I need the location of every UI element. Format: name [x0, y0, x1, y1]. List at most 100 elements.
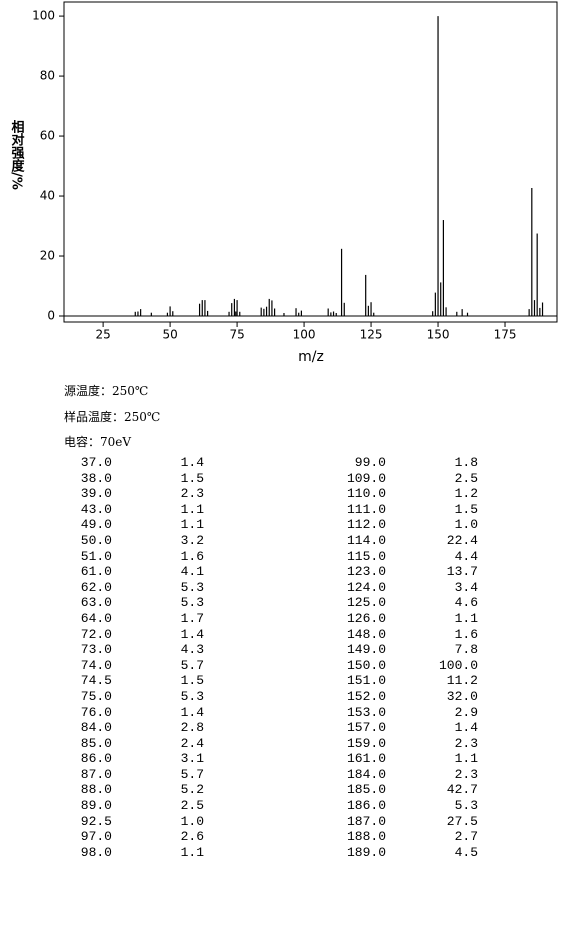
table-cell: 2.7: [454, 829, 478, 845]
table-cell: 184.0: [346, 766, 386, 782]
x-tick-label: 25: [95, 328, 110, 342]
y-axis-label: 相对强度/%: [9, 120, 25, 190]
table-cell: 4.1: [180, 564, 204, 580]
table-cell: 1.4: [180, 455, 204, 470]
table-cell: 187.0: [346, 813, 386, 829]
table-cell: 123.0: [346, 564, 386, 580]
y-tick-label: 40: [40, 189, 55, 203]
table-cell: 62.0: [80, 579, 112, 595]
table-cell: 1.4: [180, 626, 204, 642]
table-cell: 5.2: [180, 782, 204, 798]
table-row: 86.0 3.1 161.0 1.1: [60, 751, 478, 767]
table-cell: 2.3: [180, 486, 204, 502]
table-cell: 4.5: [454, 844, 478, 860]
table-cell: 5.7: [180, 657, 204, 673]
table-row: 92.5 1.0 187.0 27.5: [60, 814, 478, 830]
table-cell: 63.0: [80, 595, 112, 611]
table-cell: 109.0: [346, 470, 386, 486]
table-row: 75.0 5.3 152.0 32.0: [60, 689, 478, 705]
table-row: 97.0 2.6 188.0 2.7: [60, 829, 478, 845]
table-row: 39.0 2.3 110.0 1.2: [60, 486, 478, 502]
condition: 电容：70eV: [64, 435, 132, 449]
table-cell: 39.0: [80, 486, 112, 502]
table-cell: 3.1: [180, 751, 204, 767]
table-cell: 124.0: [346, 579, 386, 595]
table-cell: 100.0: [438, 657, 478, 673]
table-cell: 1.5: [454, 501, 478, 517]
table-cell: 1.5: [180, 470, 204, 486]
table-cell: 126.0: [346, 610, 386, 626]
table-row: 73.0 4.3 149.0 7.8: [60, 642, 478, 658]
table-row: 49.0 1.1 112.0 1.0: [60, 517, 478, 533]
table-cell: 1.4: [454, 720, 478, 736]
table-cell: 85.0: [80, 735, 112, 751]
table-cell: 2.3: [454, 766, 478, 782]
table-row: 61.0 4.1 123.0 13.7: [60, 564, 478, 580]
condition: 样品温度：250℃: [64, 409, 161, 424]
table-cell: 1.1: [180, 844, 204, 860]
peak-table: 37.0 1.4 99.0 1.8 38.0 1.5 109.0 2.5 39.0 2.3 110.…: [60, 455, 478, 860]
table-cell: 5.3: [180, 579, 204, 595]
table-cell: 125.0: [346, 595, 386, 611]
table-cell: 50.0: [80, 532, 112, 548]
table-cell: 111.0: [346, 501, 386, 517]
table-cell: 1.1: [180, 517, 204, 533]
table-cell: 152.0: [346, 688, 386, 704]
x-tick-label: 175: [494, 328, 517, 342]
table-cell: 149.0: [346, 642, 386, 658]
x-tick-label: 125: [360, 328, 383, 342]
table-cell: 74.0: [80, 657, 112, 673]
table-cell: 49.0: [80, 517, 112, 533]
table-cell: 114.0: [346, 532, 386, 548]
table-cell: 2.5: [454, 470, 478, 486]
x-tick-label: 150: [427, 328, 450, 342]
x-tick-label: 50: [162, 328, 177, 342]
table-cell: 189.0: [346, 844, 386, 860]
table-cell: 89.0: [80, 798, 112, 814]
table-cell: 188.0: [346, 829, 386, 845]
table-cell: 153.0: [346, 704, 386, 720]
table-cell: 151.0: [346, 673, 386, 689]
table-cell: 1.5: [180, 673, 204, 689]
table-row: 37.0 1.4 99.0 1.8: [60, 455, 478, 471]
table-cell: 150.0: [346, 657, 386, 673]
table-row: 76.0 1.4 153.0 2.9: [60, 705, 478, 721]
table-cell: 1.0: [180, 813, 204, 829]
chart: 相对强度/% m/z 0 20 40 60 80 100 25 50 75 100 125 150 17…: [9, 1, 558, 365]
table-cell: 3.2: [180, 532, 204, 548]
table-row: 50.0 3.2 114.0 22.4: [60, 533, 478, 549]
table-row: 62.0 5.3 124.0 3.4: [60, 580, 478, 596]
table-cell: 73.0: [80, 642, 112, 658]
table-row: 43.0 1.1 111.0 1.5: [60, 502, 478, 518]
plot-frame: [63, 1, 558, 323]
table-row: 38.0 1.5 109.0 2.5: [60, 471, 478, 487]
table-row: 74.0 5.7 150.0 100.0: [60, 658, 478, 674]
table-cell: 13.7: [446, 564, 478, 580]
table-cell: 157.0: [346, 720, 386, 736]
table-cell: 4.4: [454, 548, 478, 564]
table-cell: 27.5: [446, 813, 478, 829]
table-cell: 1.6: [180, 548, 204, 564]
table-row: 74.5 1.5 151.0 11.2: [60, 673, 478, 689]
table-cell: 4.6: [454, 595, 478, 611]
y-tick-label: 0: [47, 309, 55, 323]
table-cell: 72.0: [80, 626, 112, 642]
table-cell: 1.2: [454, 486, 478, 502]
table-cell: 86.0: [80, 751, 112, 767]
table-cell: 2.3: [454, 735, 478, 751]
y-tick-label: 60: [40, 129, 55, 143]
table-row: 51.0 1.6 115.0 4.4: [60, 549, 478, 565]
table-cell: 2.8: [180, 720, 204, 736]
x-axis-label: m/z: [298, 349, 324, 365]
table-cell: 76.0: [80, 704, 112, 720]
table-cell: 99.0: [354, 455, 386, 470]
table-cell: 98.0: [80, 844, 112, 860]
table-cell: 185.0: [346, 782, 386, 798]
condition: 源温度：250℃: [64, 384, 149, 398]
table-cell: 1.7: [180, 610, 204, 626]
table-cell: 1.4: [180, 704, 204, 720]
table-cell: 38.0: [80, 470, 112, 486]
table-cell: 84.0: [80, 720, 112, 736]
table-cell: 2.6: [180, 829, 204, 845]
